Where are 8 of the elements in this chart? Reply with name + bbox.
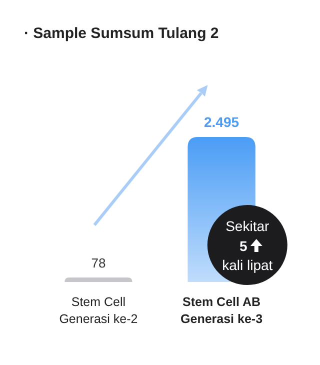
annotation: kali lipat: [222, 257, 273, 273]
data-label: 2.495: [204, 114, 240, 130]
x-tick-label: Stem Cell Generasi ke-2: [59, 295, 138, 326]
data-label: 78: [91, 255, 106, 270]
annotation: Sekitar: [226, 218, 270, 234]
annotation: 5: [239, 238, 248, 254]
x-tick-label: Stem Cell AB Generasi ke-3: [180, 295, 263, 326]
chart-title: · Sample Sumsum Tulang 2: [24, 25, 219, 42]
